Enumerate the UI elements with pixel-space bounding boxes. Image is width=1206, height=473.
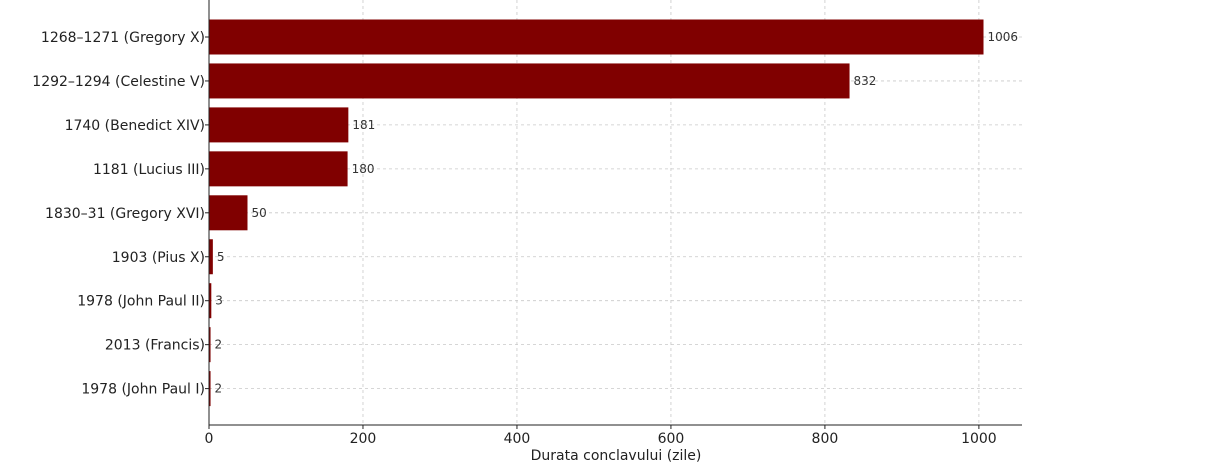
bar-value-label: 1006 (988, 30, 1019, 44)
y-tick-label: 1268–1271 (Gregory X) (41, 30, 205, 46)
y-tick-label: 1978 (John Paul II) (77, 294, 205, 310)
y-tick-label: 1181 (Lucius III) (93, 162, 205, 178)
bars-layer (209, 19, 984, 407)
bar (209, 107, 349, 143)
y-tick-label: 1740 (Benedict XIV) (65, 118, 205, 134)
labels-layer: 1006 1268–1271 (Gregory X) 832 1292–1294 (C… (32, 30, 1018, 398)
y-tick-label: 1978 (John Paul I) (81, 382, 205, 398)
y-tick-label: 1830–31 (Gregory XVI) (45, 206, 205, 222)
bar-value-label: 50 (251, 206, 266, 220)
x-axis-title: Durata conclavului (zile) (531, 448, 702, 464)
y-tick-label: 2013 (Francis) (105, 338, 205, 354)
bar (209, 63, 850, 99)
x-tick-label: 400 (504, 431, 531, 447)
x-tick-label: 200 (350, 431, 377, 447)
bar-value-label: 3 (215, 294, 223, 308)
x-tick-label: 1000 (961, 431, 997, 447)
bar-value-label: 832 (854, 74, 877, 88)
y-tick-label: 1292–1294 (Celestine V) (32, 74, 205, 90)
bar (209, 151, 348, 187)
bar-value-label: 2 (215, 382, 223, 396)
bar (209, 283, 212, 319)
x-tick-label: 800 (812, 431, 839, 447)
axes-layer: 0 200 400 600 800 1000 (205, 0, 1022, 447)
bar (209, 239, 213, 275)
y-tick-label: 1903 (Pius X) (112, 250, 205, 266)
bar-value-label: 2 (215, 338, 223, 352)
bar-value-label: 5 (217, 250, 225, 264)
bar (209, 195, 248, 231)
x-tick-label: 600 (658, 431, 685, 447)
bar (209, 327, 211, 363)
bar-value-label: 180 (352, 162, 375, 176)
bar (209, 371, 211, 407)
bar (209, 19, 984, 55)
bar-value-label: 181 (352, 118, 375, 132)
x-tick-label: 0 (205, 431, 214, 447)
